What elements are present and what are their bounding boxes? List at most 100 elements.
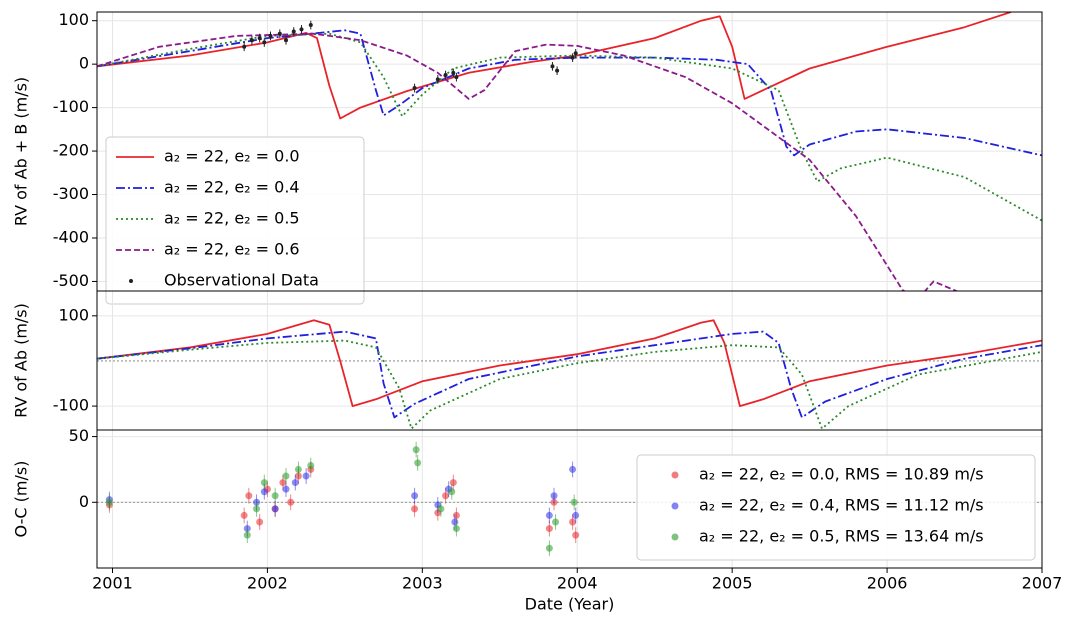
plot-area: [97, 319, 1042, 430]
legend-label: a₂ = 22, e₂ = 0.0, RMS = 10.89 m/s: [699, 465, 984, 484]
data-point: [573, 51, 578, 56]
y-tick-label: 0: [79, 54, 89, 73]
data-point: [443, 73, 448, 78]
y-tick-label: -500: [53, 271, 89, 290]
data-point: [570, 55, 575, 60]
x-axis-label: Date (Year): [525, 595, 615, 614]
data-point: [570, 498, 578, 506]
legend-marker: [671, 471, 679, 479]
data-point: [555, 68, 560, 73]
series-line: [97, 330, 1042, 419]
data-point: [412, 446, 420, 454]
y-axis-label: RV of Ab + B (m/s): [12, 77, 31, 226]
data-point: [545, 544, 553, 552]
legend-box: [636, 454, 1036, 561]
legend-label: a₂ = 22, e₂ = 0.5: [164, 209, 300, 228]
data-point: [550, 492, 558, 500]
y-tick-label: -300: [53, 184, 89, 203]
y-axis-label: RV of Ab (m/s): [12, 303, 31, 418]
series-line: [97, 319, 1042, 407]
data-point: [277, 31, 282, 36]
legend-label: a₂ = 22, e₂ = 0.0: [164, 147, 300, 166]
data-point: [435, 77, 440, 82]
data-point: [249, 38, 254, 43]
x-tick-label: 2007: [1022, 574, 1063, 593]
x-tick-label: 2002: [247, 574, 288, 593]
y-tick-label: 100: [58, 10, 89, 29]
data-point: [284, 38, 288, 43]
data-point: [448, 488, 456, 496]
series-line: [97, 32, 959, 291]
legend-label: a₂ = 22, e₂ = 0.5, RMS = 13.64 m/s: [699, 527, 984, 546]
data-point: [569, 465, 577, 473]
data-point: [271, 505, 279, 513]
data-point: [545, 511, 553, 519]
data-point: [442, 492, 450, 500]
legend-box: [105, 136, 365, 305]
data-point: [291, 479, 299, 487]
plot-area: [105, 441, 580, 557]
data-point: [414, 459, 422, 467]
data-point: [271, 492, 279, 500]
y-tick-label: 50: [69, 426, 89, 445]
legend-label: a₂ = 22, e₂ = 0.6: [164, 240, 300, 259]
legend-marker: [129, 279, 133, 283]
legend-marker: [671, 533, 679, 541]
data-point: [240, 511, 248, 519]
data-point: [451, 518, 459, 526]
data-point: [253, 505, 261, 513]
y-tick-label: -100: [53, 396, 89, 415]
data-point: [545, 525, 553, 533]
legend-label: Observational Data: [164, 271, 319, 290]
data-point: [452, 525, 460, 533]
data-point: [569, 518, 577, 526]
axes-frame: [96, 429, 1043, 569]
data-point: [308, 23, 313, 28]
data-point: [260, 488, 268, 496]
data-point: [262, 40, 267, 45]
data-point: [260, 479, 268, 487]
data-point: [454, 75, 459, 80]
data-point: [282, 485, 290, 493]
data-point: [279, 479, 287, 487]
series-line: [97, 32, 1042, 222]
data-point: [411, 505, 419, 513]
data-point: [294, 465, 302, 473]
data-point: [282, 472, 290, 480]
plot-area: [97, 12, 1042, 291]
data-point: [437, 505, 445, 513]
y-axis-label: O-C (m/s): [12, 461, 31, 538]
x-tick-label: 2003: [402, 574, 443, 593]
data-point: [291, 29, 296, 34]
data-point: [307, 461, 315, 469]
legend-marker: [671, 502, 679, 510]
legend-label: a₂ = 22, e₂ = 0.4: [164, 178, 300, 197]
data-point: [242, 44, 247, 49]
data-point: [449, 479, 457, 487]
data-point: [287, 498, 295, 506]
axes-frame: [96, 290, 1043, 431]
data-point: [552, 518, 560, 526]
y-tick-label: 100: [58, 305, 89, 324]
y-tick-label: -200: [53, 141, 89, 160]
data-point: [299, 27, 304, 32]
data-point: [572, 511, 580, 519]
data-point: [451, 70, 456, 75]
series-line: [97, 339, 1042, 430]
x-tick-label: 2001: [92, 574, 133, 593]
data-point: [257, 36, 262, 41]
y-tick-label: 0: [79, 492, 89, 511]
data-point: [412, 86, 417, 91]
data-point: [550, 64, 555, 69]
data-point: [245, 492, 253, 500]
y-tick-label: -100: [53, 97, 89, 116]
data-point: [411, 492, 419, 500]
data-point: [256, 518, 264, 526]
data-point: [243, 531, 251, 539]
data-point: [268, 33, 273, 38]
data-point: [572, 531, 580, 539]
data-point: [105, 498, 113, 506]
legend-label: a₂ = 22, e₂ = 0.4, RMS = 11.12 m/s: [699, 496, 984, 515]
x-tick-label: 2005: [712, 574, 753, 593]
data-point: [452, 511, 460, 519]
